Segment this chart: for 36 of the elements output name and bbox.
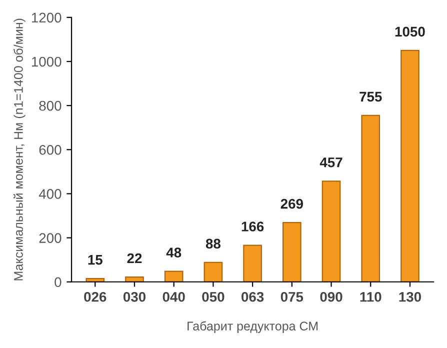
bar [125, 276, 144, 282]
bar [282, 222, 302, 282]
y-tick-label: 0 [54, 277, 62, 288]
y-tick-label: 600 [39, 144, 62, 155]
bar [164, 270, 184, 282]
data-label: 269 [280, 198, 303, 209]
bar [400, 50, 420, 282]
x-tick-label: 075 [280, 292, 304, 302]
y-tick-label: 800 [39, 100, 62, 111]
y-tick-label: 1200 [32, 12, 62, 23]
x-axis-title: Габарит редуктора СМ [188, 321, 318, 333]
x-tick-label: 040 [162, 292, 185, 302]
y-tick-label: 1000 [32, 56, 62, 67]
data-label: 48 [166, 248, 182, 258]
bar [86, 278, 105, 282]
x-tick-label: 030 [123, 292, 146, 302]
x-tick-label: 110 [360, 292, 382, 302]
bar [243, 244, 262, 282]
y-tick-label: 200 [39, 233, 62, 243]
x-tick-label: 090 [320, 292, 342, 302]
data-label: 22 [127, 253, 142, 264]
y-axis-title: Максимальный момент, Нм (n1=1400 об/мин) [13, 18, 26, 280]
data-label: 1050 [395, 26, 425, 37]
x-tick-label: 050 [202, 292, 224, 302]
data-label: 755 [360, 92, 382, 102]
data-label: 88 [206, 238, 220, 249]
bar [204, 262, 223, 282]
x-tick-label: 063 [242, 292, 264, 302]
data-label: 15 [88, 255, 102, 265]
data-label: 166 [242, 222, 264, 232]
data-label: 457 [320, 158, 342, 168]
bar [322, 180, 341, 282]
bar [361, 114, 380, 282]
x-tick-label: 026 [84, 292, 106, 302]
y-tick-label: 400 [38, 189, 62, 199]
x-tick-label: 130 [399, 292, 421, 302]
